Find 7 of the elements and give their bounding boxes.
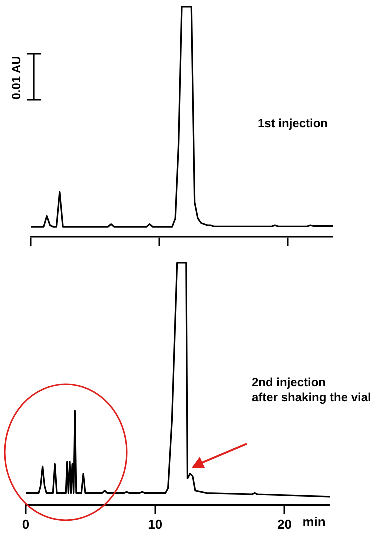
x-tick-label: 20 bbox=[277, 516, 292, 532]
x-tick-label: 0 bbox=[22, 516, 30, 532]
annotation: 1st injection bbox=[258, 116, 328, 130]
x-tick-label: 10 bbox=[148, 516, 163, 532]
text: 0.01 AU bbox=[9, 56, 24, 100]
annotation: 2nd injection after shaking the vial bbox=[252, 375, 372, 404]
x-axis-title: min bbox=[302, 514, 326, 530]
